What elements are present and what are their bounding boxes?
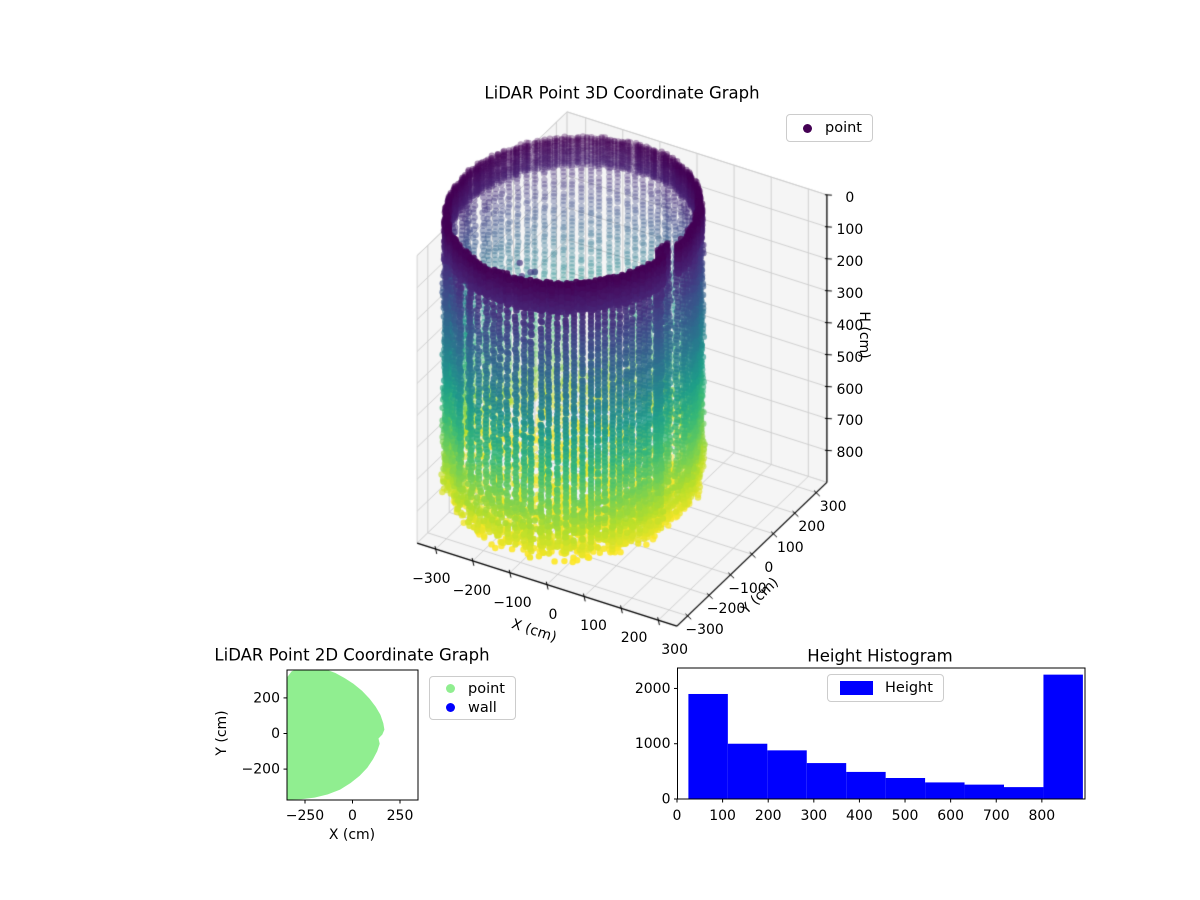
legend-label: point	[468, 680, 505, 697]
y-tick-label-2d: −200	[242, 762, 280, 778]
x-tick-label-3d: 300	[661, 642, 688, 659]
histogram-title: Height Histogram	[807, 646, 953, 666]
h-tick-label-3d: 200	[836, 253, 864, 270]
histogram-bar	[688, 693, 728, 799]
h-tick-label-3d: 100	[836, 221, 864, 238]
h-tick-label-3d: 700	[836, 413, 864, 430]
x-tick-label-hist: 200	[755, 808, 782, 824]
x-tick-label-hist: 600	[937, 808, 964, 824]
plot2d-xlabel: X (cm)	[328, 827, 376, 843]
histogram-bar	[964, 784, 1004, 799]
height-marker-icon	[840, 681, 873, 695]
legend-label: wall	[468, 699, 497, 716]
histogram-bar	[1043, 674, 1083, 799]
plot3d-title: LiDAR Point 3D Coordinate Graph	[484, 83, 760, 103]
plot3d-legend: point	[786, 114, 873, 142]
h-tick-label-3d: 800	[836, 445, 864, 462]
point-cloud-2d	[287, 670, 385, 800]
histogram-bar	[806, 763, 847, 799]
x-tick-label-3d: 100	[580, 618, 607, 635]
h-tick-label-3d: 0	[845, 189, 855, 206]
x-tick-label-hist: 800	[1028, 808, 1055, 824]
y-tick-label-hist: 0	[662, 792, 671, 808]
plot2d-legend: point wall	[429, 676, 516, 720]
x-tick-label-hist: 0	[673, 808, 682, 824]
histogram-bar	[727, 743, 768, 799]
histogram-bar	[885, 777, 926, 799]
x-tick-label-hist: 300	[800, 808, 827, 824]
legend-label: point	[825, 120, 862, 136]
h-tick-label-3d: 400	[836, 317, 864, 334]
y-tick-label-2d: 200	[253, 690, 280, 706]
point-marker-icon	[803, 123, 812, 133]
point-marker-icon	[446, 684, 455, 693]
x-tick-label-hist: 700	[983, 808, 1010, 824]
x-tick-label-3d: −300	[412, 571, 451, 588]
legend-item-point2d: point	[440, 681, 505, 697]
legend-label: Height	[885, 680, 933, 696]
x-tick-label-3d: 200	[620, 630, 648, 647]
h-tick-label-3d: 500	[836, 349, 864, 366]
y-tick-label-3d: 100	[776, 539, 804, 556]
y-tick-label-3d: 200	[798, 519, 826, 536]
x-tick-label-hist: 500	[892, 808, 919, 824]
histogram-frame	[677, 667, 1086, 800]
y-tick-label-hist: 2000	[635, 681, 671, 697]
legend-item-wall2d: wall	[440, 700, 505, 716]
x-tick-label-2d: −250	[286, 808, 324, 824]
histogram-legend: Height	[827, 674, 944, 702]
plot2d-ylabel: Y (cm)	[214, 710, 230, 756]
y-tick-label-3d: −300	[685, 621, 724, 638]
x-tick-label-2d: 250	[387, 808, 414, 824]
histogram-bar	[1004, 787, 1044, 799]
plot3d-zlabel: H (cm)	[856, 311, 872, 359]
histogram-bar	[846, 771, 886, 799]
x-tick-label-3d: −200	[452, 582, 492, 599]
histogram-bar	[767, 750, 807, 799]
y-tick-label-2d: 0	[271, 726, 280, 742]
x-tick-label-3d: −100	[493, 594, 532, 611]
histogram-bar	[925, 782, 965, 799]
x-tick-label-hist: 400	[846, 808, 873, 824]
wall-marker-icon	[446, 703, 455, 712]
legend-item-height: Height	[838, 680, 933, 696]
x-tick-label-hist: 100	[709, 808, 736, 824]
x-tick-label-2d: 0	[348, 808, 357, 824]
y-tick-label-3d: −200	[706, 601, 746, 618]
y-tick-label-3d: −100	[728, 580, 767, 597]
h-tick-label-3d: 600	[836, 381, 864, 398]
plot2d-title: LiDAR Point 2D Coordinate Graph	[214, 645, 490, 665]
y-tick-label-3d: 0	[764, 560, 774, 577]
x-tick-label-3d: 0	[548, 606, 558, 623]
y-tick-label-3d: 300	[819, 498, 847, 515]
h-tick-label-3d: 300	[836, 285, 864, 302]
legend-item-point3d: point	[797, 120, 862, 136]
y-tick-label-hist: 1000	[635, 736, 671, 752]
